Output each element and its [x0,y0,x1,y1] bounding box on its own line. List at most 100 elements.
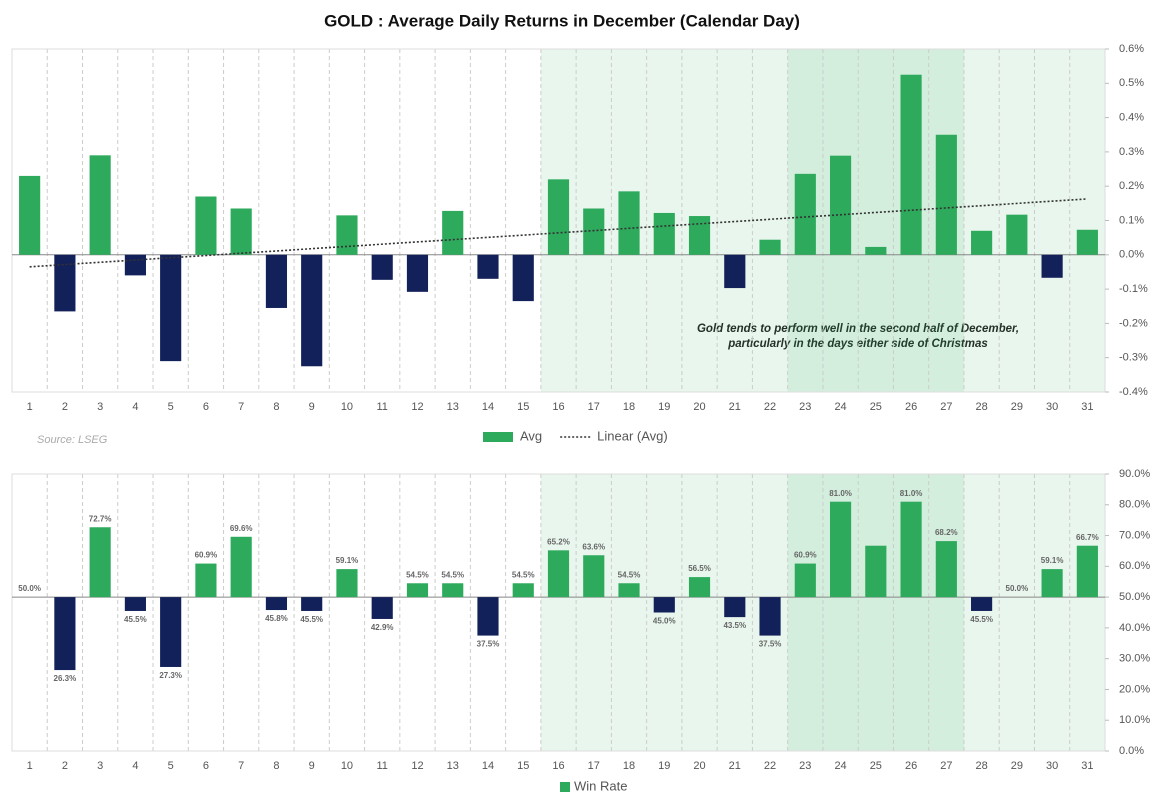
bar [1076,229,1098,255]
bar [406,583,429,598]
legend-label: Win Rate [574,778,627,793]
y-tick-label: 70.0% [1119,529,1150,541]
bar [195,563,217,598]
data-label: 45.0% [653,617,676,626]
y-tick-label: 10.0% [1119,714,1150,726]
bar [301,254,323,367]
bar [829,501,852,598]
bar [759,239,781,255]
data-label: 42.9% [371,623,394,632]
bar [336,215,358,255]
x-tick-label: 7 [238,760,244,772]
data-label: 59.1% [336,556,359,565]
highlight-band [540,474,1105,751]
data-label: 65.2% [547,537,570,546]
bar [477,254,499,279]
data-label: 45.5% [124,615,147,624]
bar [900,74,922,255]
source: Source: LSEG [37,434,108,446]
bar [1076,545,1098,598]
y-tick-label: -0.3% [1119,352,1148,364]
bar [371,597,393,619]
x-tick-label: 17 [588,401,600,413]
bar [900,501,922,598]
bar [406,254,429,292]
bar [1041,569,1063,598]
bar [724,597,746,618]
y-tick-label: 0.5% [1119,77,1144,89]
data-label: 54.5% [406,570,429,579]
highlight-band [787,49,964,392]
y-tick-label: 30.0% [1119,653,1150,665]
x-tick-label: 18 [623,760,635,772]
x-tick-label: 13 [447,760,459,772]
bar [829,155,852,255]
bar [794,173,816,255]
x-tick-label: 5 [168,760,174,772]
data-label: 54.5% [618,570,641,579]
data-label: 69.6% [230,524,253,533]
bar [688,216,711,255]
bar [1041,254,1063,278]
data-label: 81.0% [900,489,923,498]
x-tick-label: 3 [97,760,103,772]
data-label: 45.5% [300,615,323,624]
bar [442,210,464,255]
bar [124,597,146,611]
y-tick-label: 0.6% [1119,43,1144,55]
x-tick-label: 9 [309,401,315,413]
y-tick-label: 0.0% [1119,745,1144,757]
x-tick-label: 29 [1011,401,1023,413]
plot-frame [11,473,1106,752]
bar [653,597,675,613]
x-tick-label: 10 [341,760,353,772]
legend-swatch [560,782,570,792]
x-tick-label: 17 [588,760,600,772]
bar [512,254,534,302]
legend-swatch [483,432,513,442]
data-label: 50.0% [1006,584,1029,593]
y-tick-label: -0.4% [1119,386,1148,398]
x-tick-label: 16 [552,760,564,772]
data-label: 50.0% [18,584,41,593]
y-tick-label: 90.0% [1119,468,1150,480]
x-tick-label: 20 [693,401,705,413]
x-tick-label: 11 [376,760,387,772]
bar [160,597,182,667]
x-tick-label: 23 [799,760,811,772]
bar [442,583,464,598]
x-tick-label: 22 [764,760,776,772]
x-tick-label: 26 [905,401,917,413]
x-tick-label: 26 [905,760,917,772]
x-tick-label: 12 [411,401,423,413]
data-label: 27.3% [159,671,182,680]
y-tick-label: 80.0% [1119,499,1150,511]
data-label: 37.5% [477,640,500,649]
x-tick-label: 2 [62,760,68,772]
bar [230,208,252,255]
x-tick-label: 8 [273,760,279,772]
data-label: 54.5% [512,570,535,579]
bar [794,563,816,598]
x-tick-label: 24 [834,401,846,413]
data-label: 63.6% [582,542,605,551]
y-tick-label: 20.0% [1119,683,1150,695]
y-tick-label: 0.0% [1119,249,1144,261]
x-tick-label: 12 [411,760,423,772]
bar [688,577,711,598]
x-tick-label: 5 [168,401,174,413]
bar [89,155,111,255]
bar [971,597,993,611]
bar [653,212,675,255]
bar [19,175,41,255]
bar [265,254,288,308]
x-tick-label: 13 [447,401,459,413]
x-tick-label: 10 [341,401,353,413]
bar [583,555,605,598]
x-tick-label: 11 [376,401,387,413]
bar [971,230,993,255]
x-tick-label: 24 [834,760,846,772]
x-tick-label: 28 [975,760,987,772]
y-tick-label: 0.2% [1119,180,1144,192]
bar [54,254,76,312]
